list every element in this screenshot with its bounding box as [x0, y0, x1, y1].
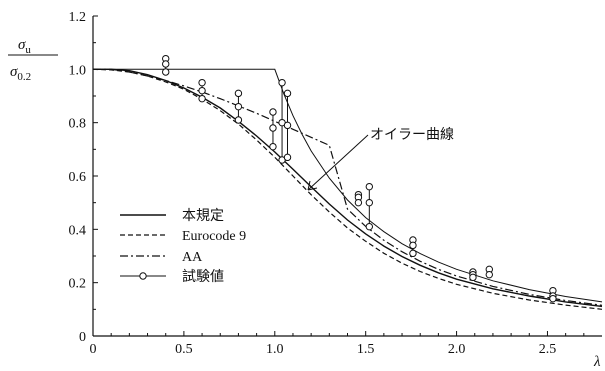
y-label-denominator: σ0.2	[10, 64, 31, 83]
test-point	[469, 273, 477, 282]
y-tick-label: 0.8	[69, 117, 87, 132]
test-point	[283, 121, 292, 130]
x-axis-label: λ	[593, 354, 601, 370]
test-point	[234, 89, 243, 98]
test-point	[365, 222, 374, 231]
annotation-arrowhead	[307, 180, 318, 191]
x-tick-label: 2.0	[448, 342, 466, 357]
test-point	[162, 60, 170, 68]
y-tick-label: 1.2	[69, 10, 87, 25]
series-layer	[92, 68, 603, 310]
test-point	[278, 78, 286, 87]
test-point	[234, 102, 243, 111]
series-line-2	[92, 68, 603, 310]
legend-marker-4	[139, 272, 147, 280]
y-tick-label: 1.0	[69, 63, 87, 78]
test-point	[269, 142, 277, 151]
x-tick-label: 2.5	[539, 342, 557, 357]
y-label-numerator: σu	[18, 37, 31, 56]
y-tick-label: 0.2	[69, 277, 87, 292]
legend-label-2: Eurocode 9	[182, 229, 246, 244]
y-tick-label: 0	[79, 330, 86, 345]
test-point	[283, 153, 292, 162]
y-axis-label: σu σ0.2	[8, 37, 58, 83]
test-point	[234, 116, 243, 124]
y-tick-label: 0.4	[69, 223, 87, 238]
test-point	[283, 89, 292, 98]
series-line-4	[93, 68, 603, 303]
x-tick-label: 0.5	[175, 342, 193, 357]
test-point	[269, 124, 277, 132]
ticks: 0 0.5 1.0 1.5 2.0 2.5 0 0.2 0.4 0.6 0.8 1.0 1.2	[69, 10, 585, 357]
x-tick-label: 0	[90, 342, 97, 357]
series-line-3	[93, 68, 603, 306]
y-tick-label: 0.6	[69, 170, 87, 185]
test-point	[409, 241, 417, 250]
legend-label-1: 本規定	[182, 208, 224, 224]
test-point	[269, 108, 277, 116]
test-point	[365, 198, 374, 207]
euler-annotation: オイラー曲線	[307, 127, 454, 191]
test-point	[198, 78, 206, 87]
test-point	[365, 182, 374, 191]
legend: 本規定 Eurocode 9 AA 試験値	[120, 208, 246, 285]
test-point	[485, 270, 493, 279]
test-point	[549, 294, 557, 303]
test-point	[162, 68, 170, 76]
x-tick-label: 1.5	[357, 342, 375, 357]
test-point	[409, 249, 417, 258]
x-tick-label: 1.0	[266, 342, 284, 357]
markers-layer	[162, 54, 557, 303]
annotation-text: オイラー曲線	[370, 127, 454, 143]
legend-label-3: AA	[182, 250, 203, 265]
legend-label-4: 試験値	[182, 269, 224, 285]
test-point	[198, 86, 206, 95]
test-point	[354, 198, 363, 207]
series-line-1	[93, 68, 603, 308]
annotation-leader-line	[307, 134, 369, 191]
test-point	[198, 94, 206, 103]
